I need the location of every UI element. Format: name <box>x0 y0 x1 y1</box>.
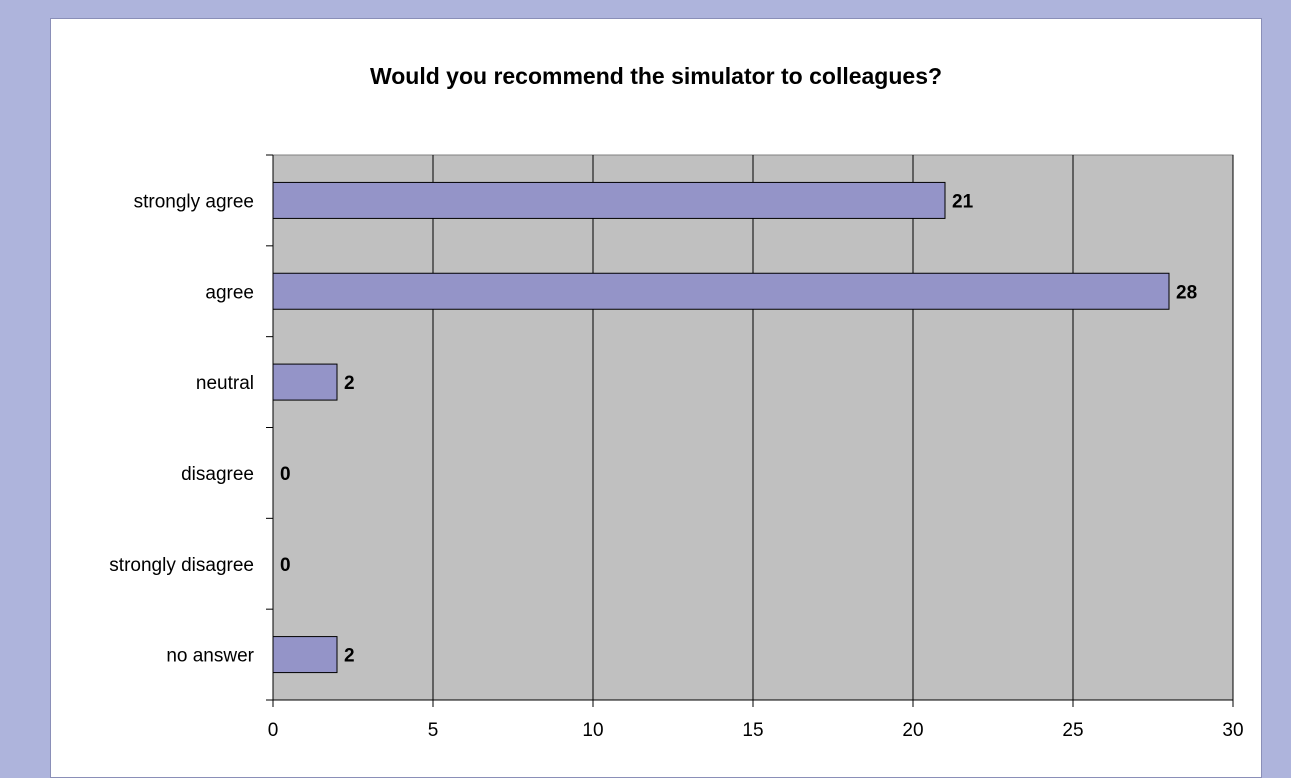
category-label: disagree <box>181 464 254 485</box>
data-label: 2 <box>344 373 355 394</box>
x-tick-label: 30 <box>1222 720 1243 741</box>
category-label: no answer <box>166 646 254 667</box>
bar-strongly-agree <box>272 181 946 219</box>
x-tick-label: 10 <box>582 720 603 741</box>
data-label: 0 <box>280 464 291 485</box>
data-label: 28 <box>1176 282 1197 303</box>
category-label: strongly agree <box>134 191 254 212</box>
category-label: strongly disagree <box>109 555 254 576</box>
x-tick-label: 5 <box>428 720 439 741</box>
data-label: 2 <box>344 646 355 667</box>
bar-no-answer <box>272 636 338 674</box>
category-label: neutral <box>196 373 254 394</box>
category-label: agree <box>205 282 254 303</box>
x-tick-label: 15 <box>742 720 763 741</box>
bar-neutral <box>272 363 338 401</box>
data-label: 0 <box>280 555 291 576</box>
chart-title: Would you recommend the simulator to col… <box>369 63 943 89</box>
x-tick-label: 20 <box>902 720 923 741</box>
x-tick-label: 0 <box>268 720 279 741</box>
data-label: 21 <box>952 191 974 212</box>
bar-agree <box>272 272 1170 310</box>
x-tick-label: 25 <box>1062 720 1083 741</box>
